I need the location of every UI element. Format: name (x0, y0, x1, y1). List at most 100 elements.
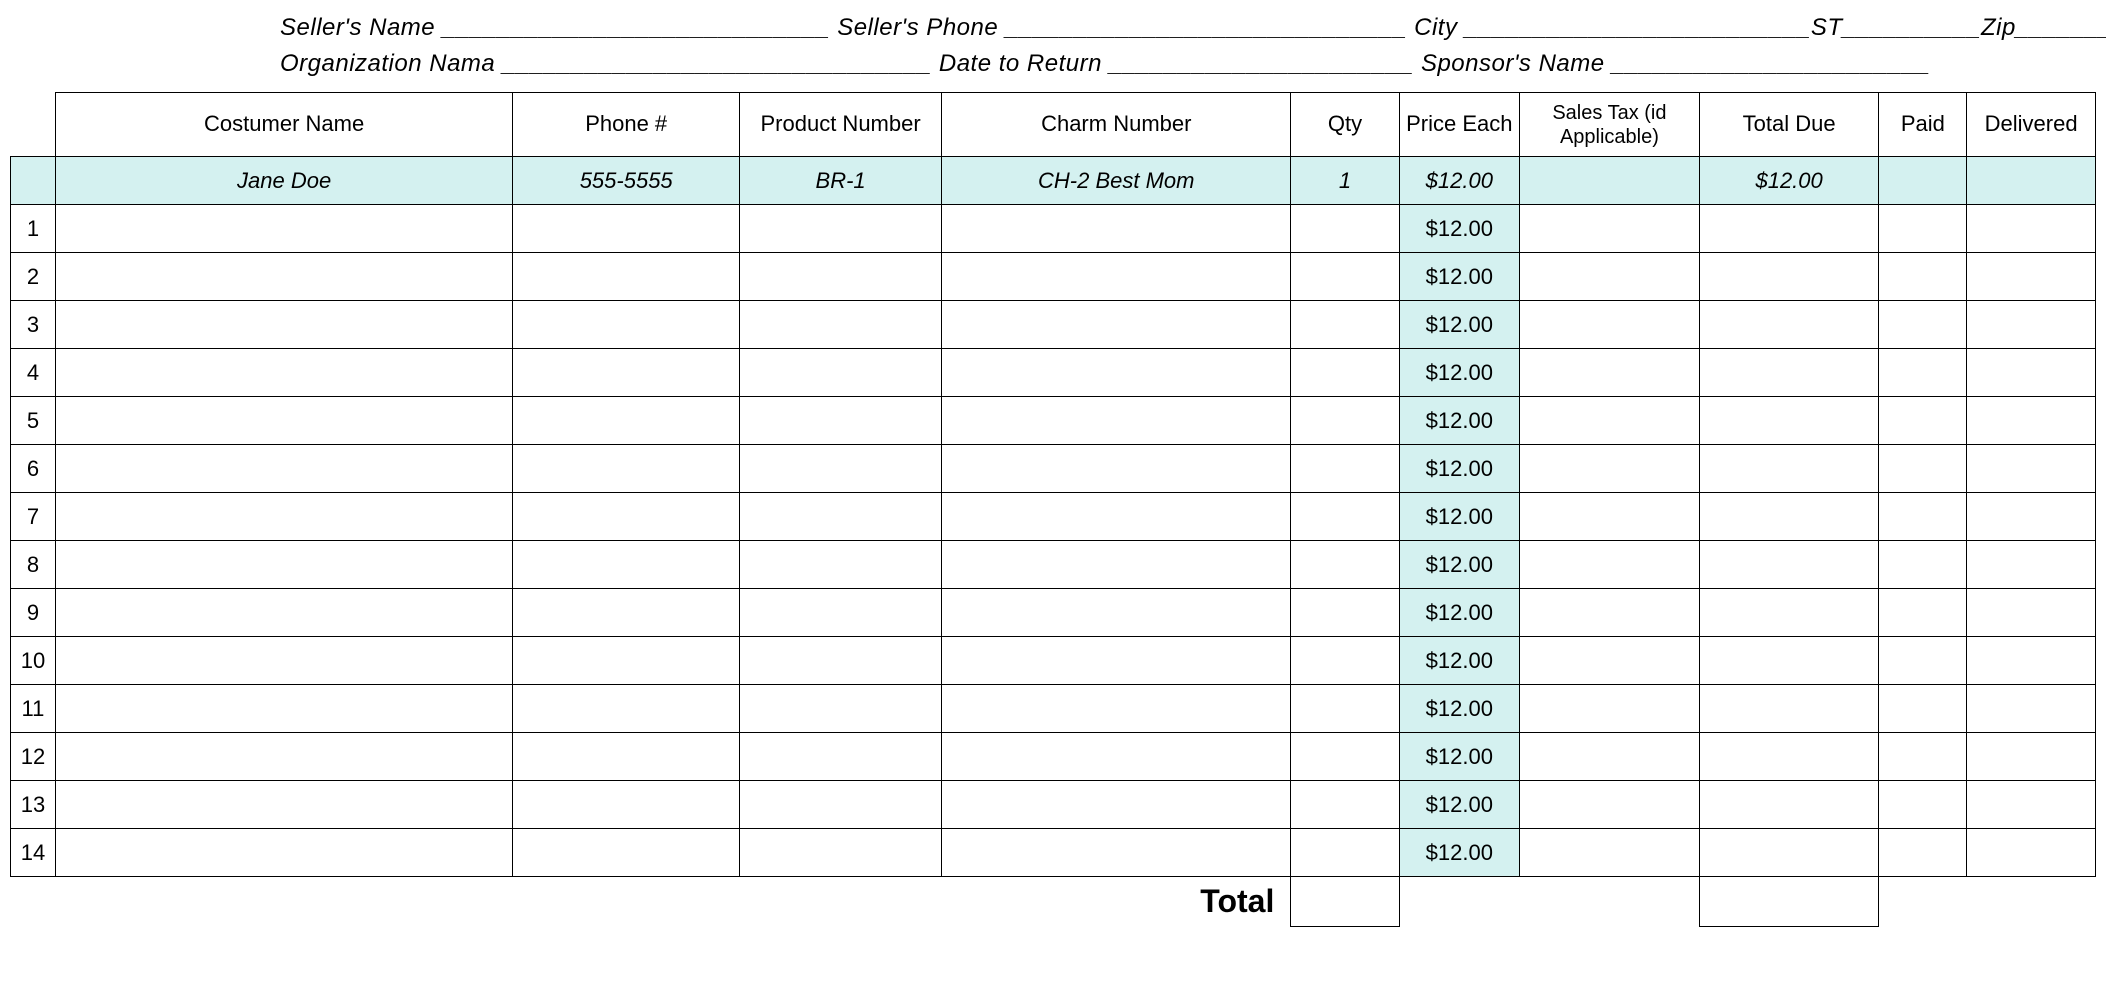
cell-tax[interactable] (1520, 493, 1700, 541)
cell-paid[interactable] (1879, 445, 1967, 493)
cell-tax[interactable] (1520, 589, 1700, 637)
cell-tax[interactable] (1520, 445, 1700, 493)
cell-customer[interactable] (55, 397, 512, 445)
cell-paid[interactable] (1879, 781, 1967, 829)
cell-product[interactable] (740, 541, 942, 589)
cell-price[interactable]: $12.00 (1399, 589, 1519, 637)
cell-phone[interactable] (513, 781, 740, 829)
cell-qty[interactable] (1291, 205, 1399, 253)
cell-phone[interactable] (513, 445, 740, 493)
cell-delivered[interactable] (1967, 205, 2096, 253)
cell-paid[interactable] (1879, 829, 1967, 877)
cell-customer[interactable] (55, 445, 512, 493)
cell-paid[interactable] (1879, 637, 1967, 685)
total-qty-cell[interactable] (1291, 877, 1399, 927)
cell-delivered[interactable] (1967, 541, 2096, 589)
cell-charm[interactable] (942, 253, 1291, 301)
cell-phone[interactable] (513, 349, 740, 397)
cell-paid[interactable] (1879, 733, 1967, 781)
cell-product[interactable] (740, 589, 942, 637)
cell-qty[interactable] (1291, 829, 1399, 877)
cell-qty[interactable] (1291, 637, 1399, 685)
cell-qty[interactable] (1291, 493, 1399, 541)
cell-tax[interactable] (1520, 205, 1700, 253)
cell-charm[interactable] (942, 637, 1291, 685)
cell-delivered[interactable] (1967, 493, 2096, 541)
cell-customer[interactable] (55, 685, 512, 733)
cell-delivered[interactable] (1967, 589, 2096, 637)
cell-product[interactable] (740, 637, 942, 685)
cell-total[interactable] (1699, 637, 1879, 685)
cell-customer[interactable] (55, 301, 512, 349)
cell-price[interactable]: $12.00 (1399, 301, 1519, 349)
cell-tax[interactable] (1520, 541, 1700, 589)
cell-delivered[interactable] (1967, 301, 2096, 349)
cell-charm[interactable] (942, 781, 1291, 829)
cell-product[interactable] (740, 781, 942, 829)
cell-qty[interactable] (1291, 349, 1399, 397)
cell-total[interactable] (1699, 541, 1879, 589)
cell-delivered[interactable] (1967, 397, 2096, 445)
cell-paid[interactable] (1879, 493, 1967, 541)
cell-tax[interactable] (1520, 349, 1700, 397)
cell-tax[interactable] (1520, 637, 1700, 685)
cell-delivered[interactable] (1967, 349, 2096, 397)
cell-product[interactable] (740, 685, 942, 733)
cell-charm[interactable] (942, 493, 1291, 541)
cell-customer[interactable] (55, 253, 512, 301)
cell-delivered[interactable] (1967, 733, 2096, 781)
cell-paid[interactable] (1879, 397, 1967, 445)
cell-price[interactable]: $12.00 (1399, 253, 1519, 301)
cell-delivered[interactable] (1967, 781, 2096, 829)
cell-price[interactable]: $12.00 (1399, 493, 1519, 541)
cell-qty[interactable] (1291, 397, 1399, 445)
cell-tax[interactable] (1520, 301, 1700, 349)
cell-phone[interactable] (513, 829, 740, 877)
cell-qty[interactable] (1291, 253, 1399, 301)
cell-total[interactable] (1699, 829, 1879, 877)
cell-delivered[interactable] (1967, 253, 2096, 301)
cell-delivered[interactable] (1967, 685, 2096, 733)
cell-phone[interactable] (513, 397, 740, 445)
cell-paid[interactable] (1879, 589, 1967, 637)
cell-price[interactable]: $12.00 (1399, 445, 1519, 493)
cell-product[interactable] (740, 397, 942, 445)
cell-customer[interactable] (55, 205, 512, 253)
cell-delivered[interactable] (1967, 445, 2096, 493)
cell-total[interactable] (1699, 685, 1879, 733)
cell-total[interactable] (1699, 781, 1879, 829)
cell-customer[interactable] (55, 637, 512, 685)
cell-qty[interactable] (1291, 733, 1399, 781)
cell-qty[interactable] (1291, 781, 1399, 829)
cell-charm[interactable] (942, 349, 1291, 397)
cell-charm[interactable] (942, 445, 1291, 493)
cell-paid[interactable] (1879, 301, 1967, 349)
cell-price[interactable]: $12.00 (1399, 349, 1519, 397)
cell-qty[interactable] (1291, 445, 1399, 493)
cell-phone[interactable] (513, 541, 740, 589)
total-due-cell[interactable] (1699, 877, 1879, 927)
cell-qty[interactable] (1291, 301, 1399, 349)
cell-paid[interactable] (1879, 685, 1967, 733)
cell-total[interactable] (1699, 349, 1879, 397)
cell-product[interactable] (740, 253, 942, 301)
cell-phone[interactable] (513, 493, 740, 541)
cell-phone[interactable] (513, 253, 740, 301)
cell-phone[interactable] (513, 589, 740, 637)
cell-price[interactable]: $12.00 (1399, 733, 1519, 781)
cell-tax[interactable] (1520, 829, 1700, 877)
cell-total[interactable] (1699, 253, 1879, 301)
cell-total[interactable] (1699, 733, 1879, 781)
cell-customer[interactable] (55, 493, 512, 541)
cell-qty[interactable] (1291, 589, 1399, 637)
cell-product[interactable] (740, 301, 942, 349)
cell-product[interactable] (740, 349, 942, 397)
cell-phone[interactable] (513, 205, 740, 253)
cell-charm[interactable] (942, 205, 1291, 253)
cell-price[interactable]: $12.00 (1399, 637, 1519, 685)
cell-charm[interactable] (942, 397, 1291, 445)
cell-total[interactable] (1699, 397, 1879, 445)
cell-tax[interactable] (1520, 733, 1700, 781)
cell-charm[interactable] (942, 541, 1291, 589)
cell-price[interactable]: $12.00 (1399, 829, 1519, 877)
